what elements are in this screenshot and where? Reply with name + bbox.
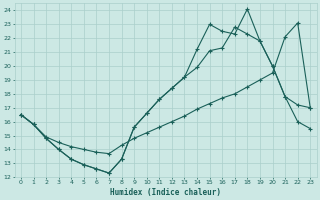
- X-axis label: Humidex (Indice chaleur): Humidex (Indice chaleur): [110, 188, 221, 197]
